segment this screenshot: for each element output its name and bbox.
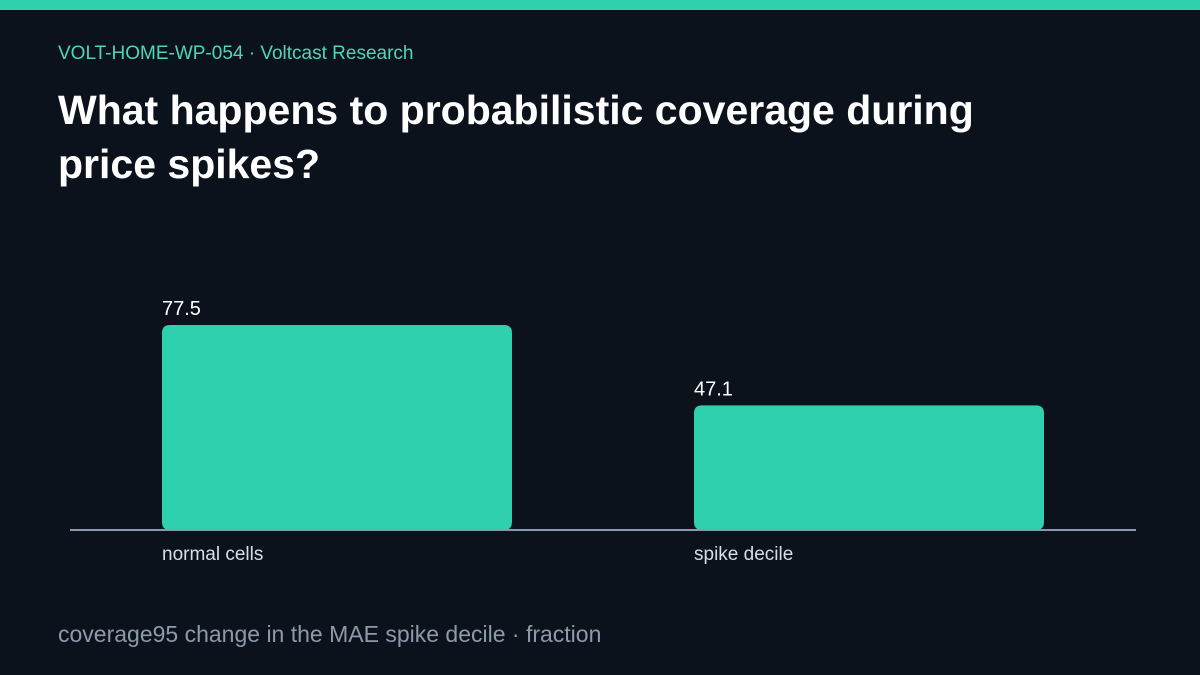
report-id-eyebrow: VOLT-HOME-WP-054 · Voltcast Research xyxy=(58,43,414,64)
chart-caption: coverage95 change in the MAE spike decil… xyxy=(58,621,602,647)
chart-title: What happens to probabilistic coverage d… xyxy=(58,87,974,187)
category-label-normal-cells: normal cells xyxy=(162,544,263,565)
bar-normal-cells xyxy=(162,325,512,530)
category-label-spike-decile: spike decile xyxy=(694,544,793,565)
bar-spike-decile xyxy=(694,405,1044,530)
bars-layer xyxy=(162,325,1044,530)
accent-top-bar xyxy=(0,0,1200,10)
value-label-normal-cells: 77.5 xyxy=(162,298,201,320)
labels-layer: 77.5 normal cells 47.1 spike decile xyxy=(162,298,793,565)
value-label-spike-decile: 47.1 xyxy=(694,378,733,400)
